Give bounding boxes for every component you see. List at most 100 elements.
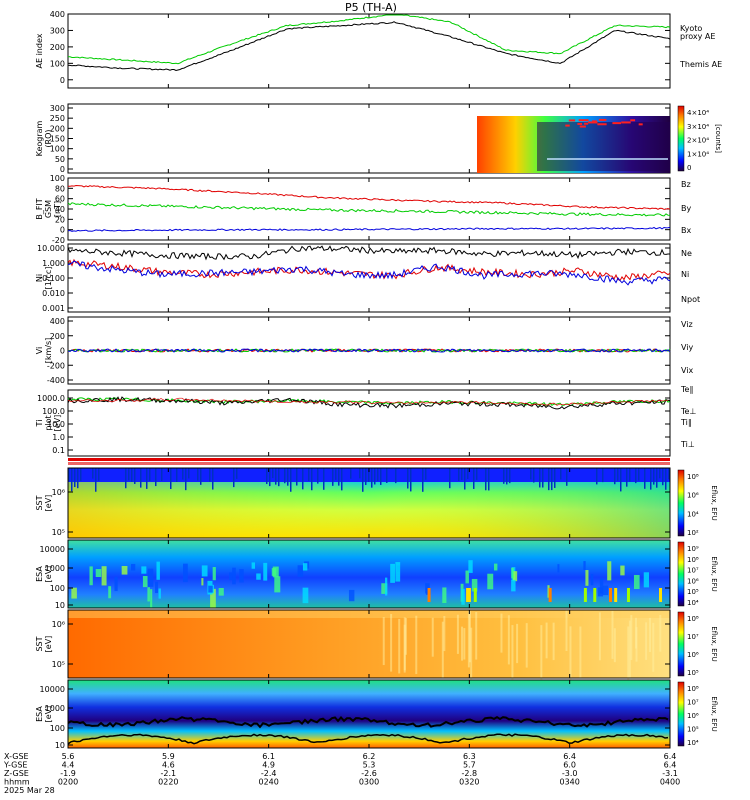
keogram-spot [597,123,607,126]
esa-e-burst [147,568,154,587]
ylabel-velocity: Vi [35,347,44,355]
sst-e-stripe [338,468,340,486]
colorbar-sst-i [677,611,685,677]
sst-e-stripe [77,468,79,489]
x-col-value: 4.4 [62,761,75,770]
sst-e-stripe [374,468,376,485]
x-col-value: 6.1 [262,752,275,761]
sst-i-streak [569,626,572,683]
ylabel-esa-e: [eV] [44,566,53,583]
esa-e-burst [101,566,107,586]
colorbar-unit-sst-i: Eflux, EFU [710,626,718,661]
sst-i-streak [456,614,459,654]
esa-e-burst [395,562,401,582]
x-col-value: -3.1 [662,769,678,778]
ytick-velocity: -200 [47,361,65,370]
sst-e-stripe [626,468,628,487]
esa-e-burst [263,562,268,581]
sst-e-stripe [509,468,511,484]
esa-e-burst [130,563,136,571]
keogram-spot [578,119,589,122]
ytick-keogram: 150 [50,135,65,144]
sst-e-stripe [98,468,100,481]
esa-e-burst [232,567,236,585]
esa-e-burst [348,589,355,602]
esa-e-burst [633,574,640,590]
sst-e-stripe [209,468,211,482]
sst-e-stripe [617,468,619,481]
esa-e-lowE [583,588,587,602]
sst-i-streak [463,628,466,660]
sst-i-streak [613,628,616,663]
esa-e-burst [229,572,233,581]
keogram-spot [612,122,621,125]
sst-e-stripe [551,468,553,491]
sst-i-streak [630,615,633,661]
esa-e-burst [302,563,308,571]
v-legend-0: Viz [681,320,693,329]
sst-i-streak [628,620,631,679]
colorbar-unit-esa-i: Eflux, EFU [710,696,718,731]
sst-e-stripe [287,468,289,486]
sst-e-stripe [533,468,535,483]
ytick-temperature: 10.0 [47,420,65,429]
esa-e-burst [468,560,473,573]
keogram-spot [584,122,589,125]
sst-e-stripe [644,468,646,489]
colorbar-unit-keogram: [counts] [714,124,722,153]
sst-e-stripe [425,468,427,480]
esa-e-burst [251,562,256,569]
x-col-value: 6.4 [664,761,677,770]
esa-e-burst [620,565,625,576]
esa-e-burst [210,588,216,608]
esa-e-burst [511,567,514,579]
sst-e-stripe [200,468,202,485]
colorbar-tick-keogram: 0 [687,164,691,172]
sst-e-stripe [341,468,343,491]
sst-e-stripe [74,468,76,488]
esa-e-burst [147,587,150,602]
x-row-label: hhmm [4,778,30,787]
ytick-keogram: 50 [55,155,65,164]
x-col-value: 4.9 [262,761,275,770]
ylabel-bfield: B_FIT [35,198,44,219]
sst-e-stripe [140,468,142,488]
x-col-value: 6.4 [664,752,677,761]
b-series-0 [68,184,671,210]
sst-e-stripe [269,468,271,487]
sst-e-stripe [665,468,667,490]
esa-e-burst [108,586,112,599]
ti-series-black [67,396,671,410]
sst-e-stripe [212,468,214,490]
keogram-spot [577,122,583,125]
sst-i-streak [507,615,510,665]
colorbar-tick-sst-e: 10⁶ [687,492,699,500]
ylabel-temperature: Ti [35,420,44,428]
sst-e-stripe [290,468,292,492]
ytick-ae: 300 [50,26,65,35]
x-col-value: -3.0 [562,769,578,778]
sst-e-stripe [467,468,469,479]
esa-e-lowE [473,588,477,602]
esa-e-burst [89,566,93,586]
sst-e-stripe [395,468,397,484]
sst-e-stripe [461,468,463,481]
sst-e-stripe [542,468,544,488]
sst-e-stripe [332,468,334,486]
sst-e-stripe [377,468,379,481]
keogram-spot [588,121,598,124]
sst-e-stripe [296,468,298,486]
x-col-value: 5.6 [62,752,75,761]
sst-i-streak [467,611,470,668]
sst-i-streak [398,618,401,674]
colorbar-tick-sst-e: 10² [687,529,699,537]
sst-i-streak [652,622,655,672]
esa-e-lowE [614,588,618,602]
ylabel-bfield: GSM [44,200,53,218]
sst-e-stripe [596,468,598,485]
ytick-keogram: 300 [50,104,65,113]
sst-e-stripe [272,468,274,479]
separator-red [68,458,670,461]
ytick-bfield: 60 [55,195,65,204]
